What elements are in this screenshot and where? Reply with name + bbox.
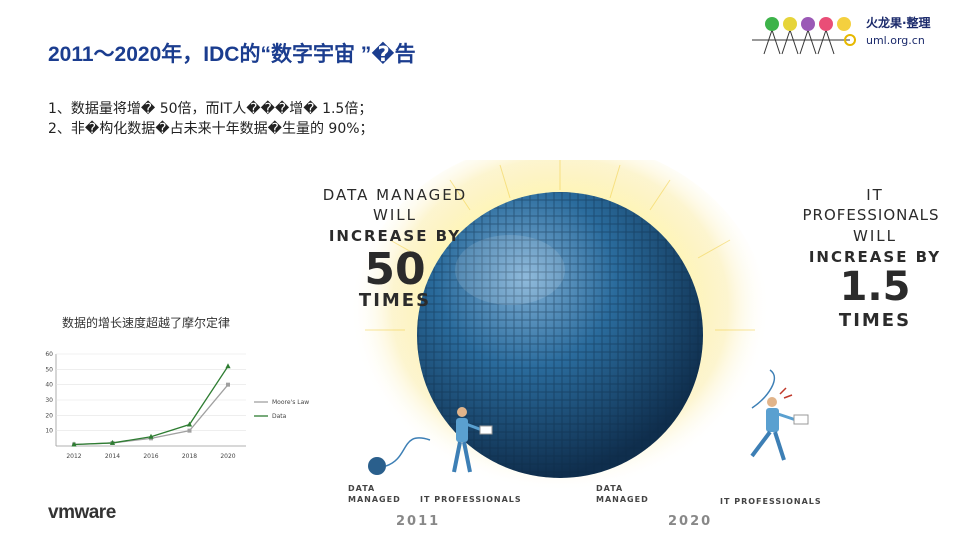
caption-data-managed-2020-line1: DATA (596, 484, 624, 493)
caption-data-managed-2011-line1: DATA (348, 484, 376, 493)
x-tick-label: 2020 (220, 453, 235, 460)
right-claim-line2: PROFESSIONALS (802, 206, 940, 224)
bullet-1: 1、数据量将增� 50倍，而IT人���增� 1.5倍； (48, 101, 373, 117)
caption-data-managed-2020-line2: MANAGED (596, 495, 649, 504)
y-tick-label: 60 (45, 351, 53, 358)
growth-chart: 10 20 30 40 50 60 2012 2014 2016 2018 2020 Moore's … (36, 348, 326, 468)
legend-label: Data (272, 413, 287, 420)
right-claim-line4: INCREASE BY (808, 248, 942, 266)
data-point (225, 363, 231, 369)
caption-it-pros-2011: IT PROFESSIONALS (420, 495, 522, 504)
left-claim-line3: INCREASE BY (328, 227, 462, 245)
y-tick-label: 10 (45, 428, 53, 435)
y-tick-label: 50 (45, 366, 53, 373)
data-point (71, 441, 77, 447)
y-tick-label: 30 (45, 397, 53, 404)
moore-point (226, 382, 230, 387)
it-professional-2020-figure (712, 368, 812, 478)
left-claim-line2: WILL (373, 206, 417, 224)
logo-url[interactable]: uml.org.cn (866, 34, 925, 47)
x-tick-label: 2014 (105, 453, 120, 460)
data-point (148, 433, 154, 439)
it-professional-2011-figure (360, 400, 500, 490)
moore-point (187, 428, 192, 433)
right-claim-times: TIMES (838, 310, 912, 331)
chart-title: 数据的增长速度超越了摩尔定律 (62, 316, 231, 330)
right-claim-number: 1.5 (839, 264, 911, 310)
legend-label: Moore's Law (272, 399, 309, 406)
logo-name: 火龙果·整理 (866, 16, 931, 30)
data-sphere-illustration (330, 140, 790, 530)
year-2011: 2011 (396, 514, 441, 529)
bullet-2: 2、非�构化数据�占未来十年数据�生量的 90%； (48, 121, 374, 137)
series-line-1 (73, 365, 229, 446)
caption-data-managed-2011-line2: MANAGED (348, 495, 401, 504)
data-point (186, 421, 193, 427)
data-point (109, 439, 116, 445)
y-tick-label: 40 (45, 382, 53, 389)
right-claim-line3: WILL (853, 227, 897, 245)
left-claim-line1: DATA MANAGED (322, 186, 468, 204)
caption-it-pros-2020: IT PROFESSIONALS (720, 497, 822, 506)
year-2020: 2020 (668, 514, 713, 529)
x-tick-label: 2018 (182, 453, 197, 460)
page-title: 2011～2020年，IDC的“数字宇宙 ”�告 (48, 43, 416, 66)
x-tick-label: 2016 (143, 453, 158, 460)
right-claim-line1: IT (866, 186, 884, 204)
left-claim-times: TIMES (358, 290, 432, 311)
logo-graphic (750, 10, 870, 60)
x-tick-label: 2012 (66, 453, 81, 460)
left-claim-number: 50 (364, 244, 426, 295)
y-tick-label: 20 (45, 412, 53, 419)
vmware-logo: vmware (48, 502, 116, 523)
